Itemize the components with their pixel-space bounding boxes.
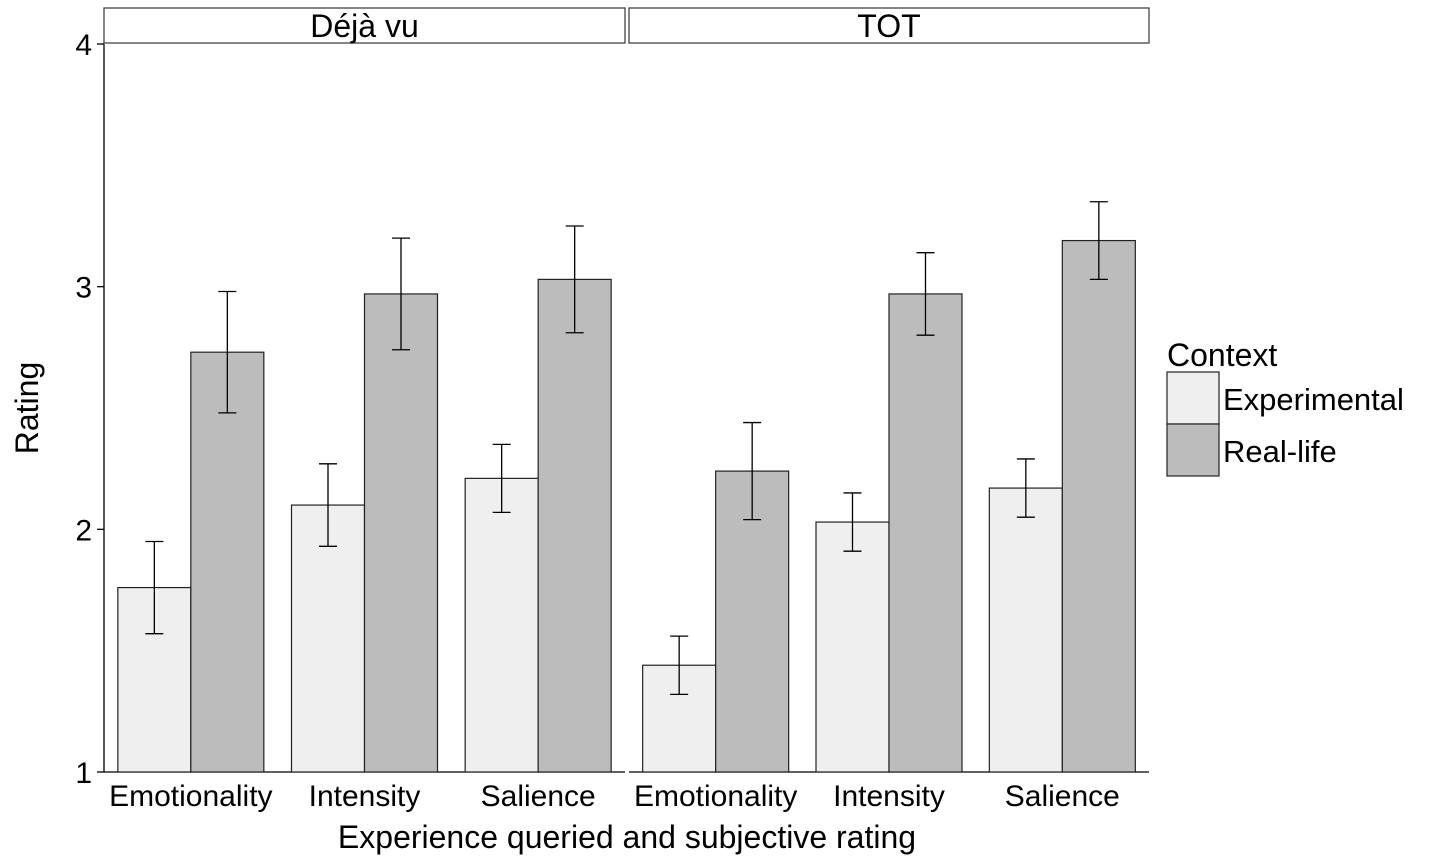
error-bar [670,635,689,695]
legend-title: Context [1167,337,1277,373]
legend-label: Real-life [1223,434,1337,469]
panel-tot: TOT Emotionality Intensity Salience [628,7,1150,813]
bar-experimental-intensity [815,521,890,773]
error-bar [392,237,410,351]
y-tick-label: 4 [75,29,92,62]
x-tick-label: Emotionality [109,780,272,813]
x-tick-label: Intensity [309,780,421,813]
bar-experimental-intensity [290,504,366,773]
x-tick-label: Salience [481,780,596,813]
legend-key-experimental [1166,371,1220,425]
panel-strip-label: Déjà vu [310,8,419,44]
error-bar [743,421,762,521]
error-bar [145,540,164,635]
y-tick-label: 1 [75,757,92,790]
bar-real-life-intensity [888,293,963,773]
legend-key-real-life [1166,423,1220,477]
legend: Context Experimental Real-life [1166,337,1404,477]
error-bar [916,252,935,336]
error-bar [1089,201,1108,281]
y-axis: 1 2 3 4 [75,29,105,790]
bar-experimental-salience [464,477,539,773]
error-bar [492,443,511,513]
legend-label: Experimental [1223,382,1404,417]
x-tick-label: Salience [1005,780,1120,813]
legend-entries: Experimental Real-life [1166,371,1404,477]
panel-strip-label: TOT [857,8,920,44]
y-axis-title: Rating [9,362,45,455]
y-tick-label: 3 [75,272,92,305]
bar-real-life-salience [1061,239,1136,773]
bar-real-life-emotionality [190,351,265,773]
error-bar [218,290,237,414]
error-bar [843,492,862,552]
panels-layer: Déjà vu Emotionality Intensity Salience TOT E… [103,7,1150,813]
error-bar [1016,458,1035,518]
panel-deja-vu: Déjà vu Emotionality Intensity Salience [103,7,626,813]
x-tick-label: Intensity [833,780,945,813]
bar-real-life-salience [537,278,612,773]
bar-experimental-salience [988,487,1063,773]
error-bar [565,225,584,334]
panel-strip [628,7,1150,44]
y-tick-label: 2 [75,514,92,547]
bar-real-life-emotionality [715,470,790,773]
error-bar [319,463,337,547]
panel-strip [103,7,626,44]
x-tick-label: Emotionality [634,780,797,813]
bar-real-life-intensity [363,293,439,773]
x-axis-title: Experience queried and subjective rating [338,819,916,855]
